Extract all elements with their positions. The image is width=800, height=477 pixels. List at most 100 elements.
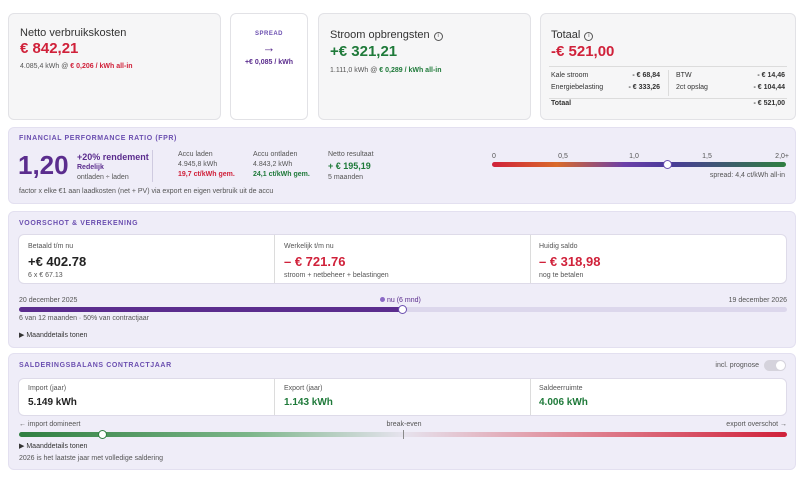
fpr-rating: Redelijk <box>77 164 104 171</box>
fpr-rendement: +20% rendement <box>77 152 149 162</box>
dot-icon <box>380 297 385 302</box>
fpr-scale-0: 0 <box>492 153 496 160</box>
accu-ontladen-kwh: 4.843,2 kWh <box>253 161 293 168</box>
werkelijk-value: – € 721.76 <box>284 254 346 269</box>
saldering-note: 2026 is het laatste jaar met volledige s… <box>19 455 163 462</box>
export-value: 1.143 kWh <box>284 397 333 408</box>
saldering-details-toggle[interactable]: ▶ Maanddetails tonen <box>19 442 87 450</box>
spread-value: +€ 0,085 / kWh <box>244 59 294 66</box>
import-label: Import (jaar) <box>28 385 67 392</box>
end-date: 19 december 2026 <box>728 297 787 304</box>
netto-resultaat-label: Netto resultaat <box>328 151 374 158</box>
stroom-card: Stroom opbrengsten i +€ 321,21 1.111,0 kW… <box>318 13 531 120</box>
betaald-sub: 6 x € 67.13 <box>28 272 63 279</box>
betaald-value: +€ 402.78 <box>28 254 87 269</box>
totaal-row-value: - € 521,00 <box>753 100 785 107</box>
info-icon[interactable]: i <box>433 32 443 41</box>
start-date: 20 december 2025 <box>19 297 78 304</box>
totaal-title: Totaal i <box>551 29 594 41</box>
betaald-label: Betaald t/m nu <box>28 243 74 250</box>
now-label-text: nu (6 mnd) <box>387 297 421 304</box>
accu-laden-kwh: 4.945,8 kWh <box>178 161 218 168</box>
triangle-right-icon: ▶ <box>19 443 25 450</box>
accu-laden-rate: 19,7 ct/kWh gem. <box>178 171 235 178</box>
fpr-ratio-desc: ontladen ÷ laden <box>77 174 129 181</box>
werkelijk-label: Werkelijk t/m nu <box>284 243 334 250</box>
netto-resultaat-value: + € 195,19 <box>328 161 371 171</box>
totaal-divider-mid <box>668 70 669 96</box>
export-label: Export (jaar) <box>284 385 323 392</box>
spread-card: SPREAD → +€ 0,085 / kWh <box>230 13 308 120</box>
saldering-marker[interactable] <box>98 430 108 439</box>
fpr-scale-3: 1,5 <box>702 153 712 160</box>
fpr-spread-note: spread: 4,4 ct/kWh all-in <box>709 172 785 179</box>
totaal-amount: -€ 521,00 <box>551 43 615 60</box>
opslag-label: 2ct opslag <box>676 84 708 91</box>
import-dominant-label: ← import domineert <box>19 421 81 428</box>
saldering-divider-1 <box>274 379 275 415</box>
saldo-sub: nog te betalen <box>539 272 584 279</box>
ruimte-value: 4.006 kWh <box>539 397 588 408</box>
saldo-label: Huidig saldo <box>539 243 578 250</box>
stroom-amount: +€ 321,21 <box>330 43 398 60</box>
accu-laden-label: Accu laden <box>178 151 213 158</box>
voorschot-marker[interactable] <box>398 305 407 314</box>
triangle-right-icon: ▶ <box>19 332 25 339</box>
netto-card: Netto verbruikskosten € 842,21 4.085,4 k… <box>8 13 221 120</box>
netto-title: Netto verbruikskosten <box>20 27 127 39</box>
saldering-details-label: Maanddetails tonen <box>26 443 88 450</box>
stroom-title-text: Stroom opbrengsten <box>330 29 430 41</box>
werkelijk-sub: stroom + netbeheer + belastingen <box>284 272 389 279</box>
netto-detail-rate: € 0,206 / kWh all-in <box>70 63 133 70</box>
voorschot-summary: Betaald t/m nu +€ 402.78 6 x € 67.13 Wer… <box>18 234 787 284</box>
saldo-value: – € 318,98 <box>539 254 601 269</box>
fpr-divider <box>152 150 153 182</box>
stroom-detail-kwh: 1.111,0 kWh @ <box>330 67 380 74</box>
btw-value: - € 14,46 <box>757 72 785 79</box>
ruimte-label: Saldeerruimte <box>539 385 583 392</box>
energiebelasting-label: Energiebelasting <box>551 84 604 91</box>
netto-detail: 4.085,4 kWh @ € 0,206 / kWh all-in <box>20 63 133 70</box>
totaal-divider-bottom <box>549 98 787 99</box>
voorschot-progress-note: 6 van 12 maanden · 50% van contractjaar <box>19 315 149 322</box>
stroom-title: Stroom opbrengsten i <box>330 29 443 41</box>
totaal-card: Totaal i -€ 521,00 Kale stroom - € 68,84 … <box>540 13 796 120</box>
accu-ontladen-rate: 24,1 ct/kWh gem. <box>253 171 310 178</box>
voorschot-details-toggle[interactable]: ▶ Maanddetails tonen <box>19 331 87 339</box>
accu-ontladen-label: Accu ontladen <box>253 151 298 158</box>
voorschot-title: VOORSCHOT & VERREKENING <box>19 220 139 227</box>
totaal-row-label: Totaal <box>551 100 572 107</box>
fpr-footnote: factor x elke €1 aan laadkosten (net + P… <box>19 188 274 195</box>
fpr-panel: FINANCIAL PERFORMANCE RATIO (FPR) 1,20 +… <box>8 127 796 204</box>
break-even-label: break-even <box>386 421 422 428</box>
now-marker-label: nu (6 mnd) <box>380 297 421 304</box>
kale-stroom-label: Kale stroom <box>551 72 589 79</box>
arrow-right-icon: → <box>262 40 276 55</box>
stroom-detail: 1.111,0 kWh @ € 0,289 / kWh all-in <box>330 67 442 74</box>
fpr-scale-2: 1,0 <box>629 153 639 160</box>
totaal-divider-top <box>549 66 787 67</box>
energiebelasting-value: - € 333,26 <box>628 84 660 91</box>
kale-stroom-value: - € 68,84 <box>632 72 660 79</box>
voorschot-progress-fill <box>19 307 403 312</box>
fpr-scale-1: 0,5 <box>558 153 568 160</box>
voorschot-divider-1 <box>274 235 275 283</box>
prognose-toggle[interactable] <box>764 360 786 371</box>
fpr-marker[interactable] <box>663 160 673 169</box>
opslag-value: - € 104,44 <box>753 84 785 91</box>
spread-label: SPREAD <box>254 31 283 37</box>
import-value: 5.149 kWh <box>28 397 77 408</box>
voorschot-panel: VOORSCHOT & VERREKENING Betaald t/m nu +… <box>8 211 796 348</box>
info-icon[interactable]: i <box>584 32 594 41</box>
saldering-summary: Import (jaar) 5.149 kWh Export (jaar) 1.… <box>18 378 787 416</box>
saldering-divider-2 <box>530 379 531 415</box>
break-even-tick <box>403 430 404 439</box>
voorschot-divider-2 <box>530 235 531 283</box>
netto-detail-kwh: 4.085,4 kWh @ <box>20 63 71 70</box>
stroom-detail-rate: € 0,289 / kWh all-in <box>379 67 442 74</box>
prognose-label: incl. prognose <box>715 362 759 369</box>
fpr-scale-4: 2,0+ <box>775 153 789 160</box>
netto-amount: € 842,21 <box>20 40 79 57</box>
saldering-title: SALDERINGSBALANS CONTRACTJAAR <box>19 362 172 369</box>
saldering-panel: SALDERINGSBALANS CONTRACTJAAR incl. prog… <box>8 353 796 470</box>
